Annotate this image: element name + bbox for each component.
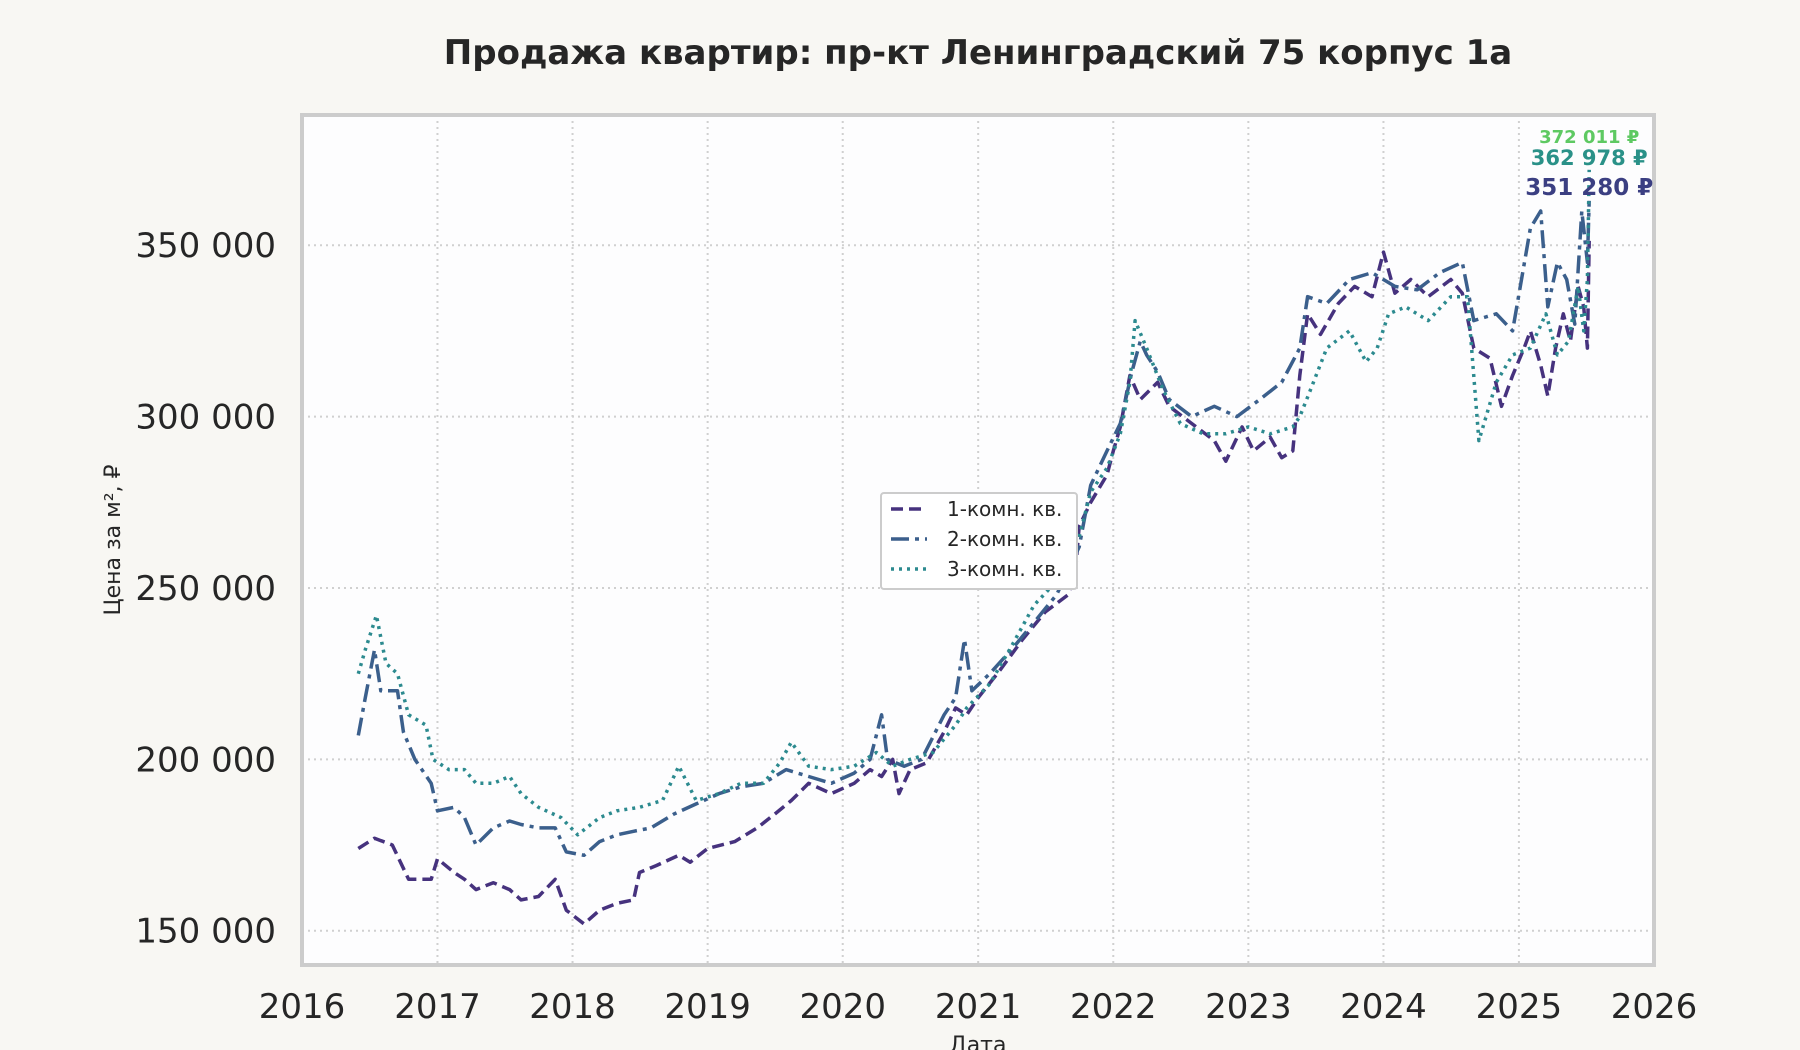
x-tick-label: 2024 bbox=[1340, 987, 1427, 1027]
legend-label-3: 3-комн. кв. bbox=[947, 557, 1062, 581]
x-tick-label: 2018 bbox=[529, 987, 616, 1027]
grid bbox=[302, 115, 1654, 965]
x-tick-label: 2016 bbox=[259, 987, 346, 1027]
x-axis-label: Дата bbox=[950, 1033, 1007, 1050]
x-tick-label: 2019 bbox=[664, 987, 751, 1027]
x-tick-label: 2023 bbox=[1205, 987, 1292, 1027]
series-line-2 bbox=[356, 200, 1591, 858]
y-tick-label: 200 000 bbox=[135, 740, 276, 780]
y-axis-ticks: 150 000 200 000 250 000 300 000 350 000 bbox=[135, 226, 276, 951]
y-tick-label: 250 000 bbox=[135, 569, 276, 609]
end-value-label-1: 351 280 ₽ bbox=[1525, 175, 1653, 201]
x-axis-ticks: 2016 2017 2018 2019 2020 2021 2022 2023 2024 2025… bbox=[259, 987, 1698, 1027]
legend: 1-комн. кв. 2-комн. кв. 3-комн. кв. bbox=[880, 492, 1078, 590]
end-value-label-3: 372 011 ₽ bbox=[1539, 127, 1639, 148]
plot-frame bbox=[300, 113, 1656, 967]
end-value-label-2: 362 978 ₽ bbox=[1531, 146, 1648, 170]
y-axis-label: Цена за м², ₽ bbox=[101, 464, 126, 615]
chart-title: Продажа квартир: пр-кт Ленинградский 75 … bbox=[444, 33, 1512, 73]
x-tick-label: 2020 bbox=[799, 987, 886, 1027]
x-tick-label: 2017 bbox=[394, 987, 481, 1027]
x-tick-label: 2022 bbox=[1070, 987, 1157, 1027]
end-labels: 351 280 ₽ 362 978 ₽372 011 ₽ bbox=[1525, 127, 1653, 201]
legend-label-1: 1-комн. кв. bbox=[947, 497, 1062, 521]
x-tick-label: 2026 bbox=[1611, 987, 1698, 1027]
x-tick-label: 2025 bbox=[1476, 987, 1563, 1027]
legend-label-2: 2-комн. кв. bbox=[947, 527, 1062, 551]
y-tick-label: 300 000 bbox=[135, 398, 276, 438]
y-tick-label: 350 000 bbox=[135, 226, 276, 266]
legend-box bbox=[880, 492, 1078, 590]
x-tick-label: 2021 bbox=[935, 987, 1022, 1027]
y-tick-label: 150 000 bbox=[135, 912, 276, 952]
